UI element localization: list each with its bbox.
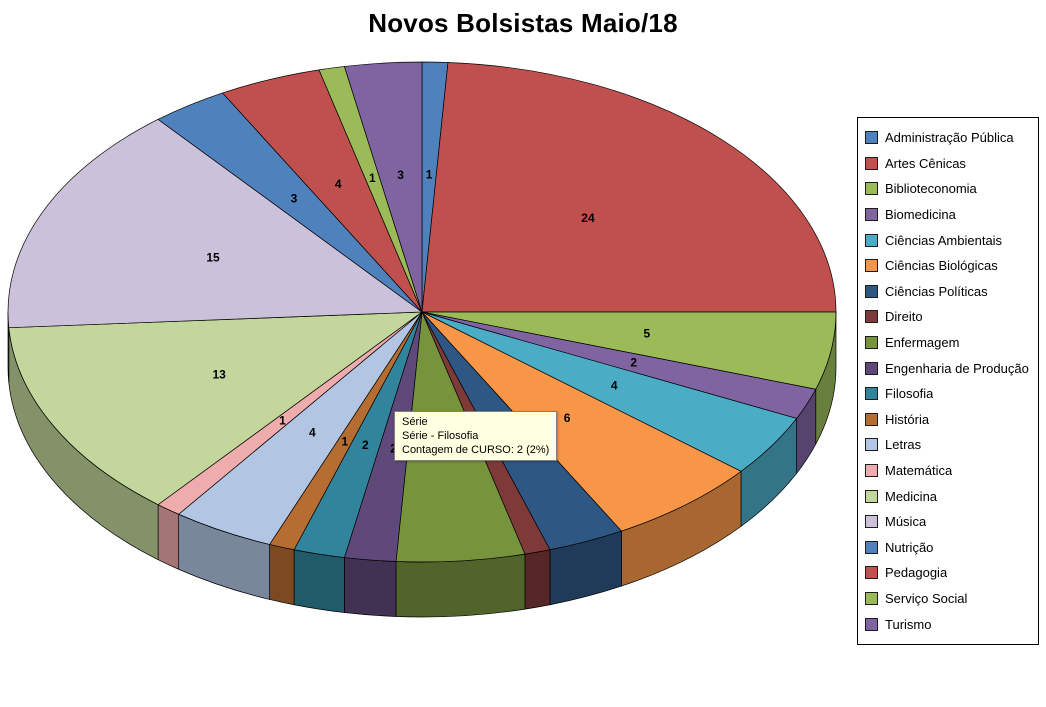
legend-color-swatch	[865, 233, 878, 247]
legend-item-label: Nutrição	[885, 539, 934, 555]
legend-color-swatch	[865, 387, 878, 401]
slice-value-label: 2	[362, 438, 369, 452]
pie-slice-side-engenharia-de-producao	[344, 557, 397, 617]
legend-item-filosofia[interactable]: Filosofia	[865, 381, 1033, 407]
legend-item-label: Biomedicina	[885, 207, 956, 223]
legend-item-label: Ciências Políticas	[885, 283, 988, 299]
legend-item-label: Enfermagem	[885, 335, 960, 351]
slice-value-label: 24	[581, 211, 595, 225]
legend-color-swatch	[865, 182, 878, 196]
chart-title: Novos Bolsistas Maio/18	[368, 8, 678, 38]
legend-item-label: Música	[885, 514, 927, 530]
legend-color-swatch	[865, 566, 878, 580]
legend-item-servico-social[interactable]: Serviço Social	[865, 586, 1033, 612]
legend-item-biblioteconomia[interactable]: Biblioteconomia	[865, 176, 1033, 202]
legend-item-biomedicina[interactable]: Biomedicina	[865, 202, 1033, 228]
slice-value-label: 1	[426, 168, 433, 182]
legend-item-administracao-publica[interactable]: Administração Pública	[865, 125, 1033, 151]
legend-color-swatch	[865, 540, 878, 554]
legend-item-turismo[interactable]: Turismo	[865, 611, 1033, 637]
slice-value-label: 1	[342, 434, 349, 448]
legend-item-label: História	[885, 411, 930, 427]
legend-item-label: Serviço Social	[885, 590, 968, 606]
legend-color-swatch	[865, 156, 878, 170]
slice-value-label: 1	[369, 171, 376, 185]
pie-slice-musica[interactable]	[7, 119, 423, 329]
pie-slice-artes-cenicas[interactable]	[421, 62, 837, 313]
legend-item-label: Pedagogia	[885, 565, 948, 581]
pie-slice-side-historia	[269, 544, 295, 606]
legend-color-swatch	[865, 131, 878, 145]
legend-item-letras[interactable]: Letras	[865, 432, 1033, 458]
legend-item-label: Letras	[885, 437, 922, 453]
slice-value-label: 1	[279, 414, 286, 428]
pie-slice-turismo[interactable]	[344, 61, 423, 313]
slice-value-label: 15	[206, 250, 220, 264]
tooltip-series-line: Série	[402, 416, 428, 428]
legend-item-label: Artes Cênicas	[885, 155, 966, 171]
pie-slice-side-filosofia	[293, 549, 345, 613]
legend-item-direito[interactable]: Direito	[865, 304, 1033, 330]
legend-color-swatch	[865, 284, 878, 298]
pie-slice-side-direito	[524, 549, 551, 610]
slice-value-label: 4	[335, 177, 342, 191]
legend-item-label: Administração Pública	[885, 130, 1014, 146]
legend-item-ciencias-politicas[interactable]: Ciências Políticas	[865, 279, 1033, 305]
legend-item-pedagogia[interactable]: Pedagogia	[865, 560, 1033, 586]
legend-item-historia[interactable]: História	[865, 407, 1033, 433]
legend-color-swatch	[865, 464, 878, 478]
slice-value-label: 2	[390, 441, 397, 455]
legend-item-label: Biblioteconomia	[885, 181, 977, 197]
legend-item-label: Engenharia de Produção	[885, 360, 1029, 376]
legend-item-label: Turismo	[885, 616, 932, 632]
legend-color-swatch	[865, 617, 878, 631]
legend-color-swatch	[865, 591, 878, 605]
legend-color-swatch	[865, 361, 878, 375]
legend-color-swatch	[865, 336, 878, 350]
legend-item-musica[interactable]: Música	[865, 509, 1033, 535]
legend-color-swatch	[865, 259, 878, 273]
legend-item-label: Medicina	[885, 488, 938, 504]
legend-item-matematica[interactable]: Matemática	[865, 458, 1033, 484]
pie-slice-ciencias-biologicas[interactable]	[421, 311, 742, 532]
slice-value-label: 3	[291, 191, 298, 205]
slice-value-label: 4	[309, 425, 316, 439]
legend-item-label: Ciências Ambientais	[885, 232, 1003, 248]
pie-slice-medicina[interactable]	[8, 311, 423, 505]
slice-value-label: 2	[630, 356, 637, 370]
slice-value-label: 13	[212, 367, 226, 381]
pie-slice-side-matematica	[157, 504, 180, 570]
legend-item-ciencias-ambientais[interactable]: Ciências Ambientais	[865, 227, 1033, 253]
legend-item-ciencias-biologicas[interactable]: Ciências Biológicas	[865, 253, 1033, 279]
slice-value-label: 4	[611, 379, 618, 393]
slice-value-label: 5	[644, 327, 651, 341]
legend-item-medicina[interactable]: Medicina	[865, 483, 1033, 509]
legend-item-label: Ciências Biológicas	[885, 258, 998, 274]
slice-value-label: 3	[397, 168, 404, 182]
slice-value-label: 6	[564, 411, 571, 425]
legend-color-swatch	[865, 208, 878, 222]
legend-item-artes-cenicas[interactable]: Artes Cênicas	[865, 151, 1033, 177]
tooltip-point-line: Série - Filosofia	[402, 430, 479, 442]
tooltip-value-line: Contagem de CURSO: 2 (2%)	[402, 444, 550, 456]
data-tooltip: Série Série - Filosofia Contagem de CURS…	[394, 411, 558, 461]
legend-item-engenharia-de-producao[interactable]: Engenharia de Produção	[865, 355, 1033, 381]
legend-item-nutricao[interactable]: Nutrição	[865, 535, 1033, 561]
legend-color-swatch	[865, 310, 878, 324]
legend-item-label: Filosofia	[885, 386, 934, 402]
legend-color-swatch	[865, 438, 878, 452]
legend-color-swatch	[865, 412, 878, 426]
chart-legend: Administração Pública Artes Cênicas Biblio…	[857, 117, 1039, 645]
legend-item-enfermagem[interactable]: Enfermagem	[865, 330, 1033, 356]
pie-slice-side-enfermagem	[395, 553, 526, 618]
legend-color-swatch	[865, 489, 878, 503]
legend-item-label: Direito	[885, 309, 923, 325]
legend-item-label: Matemática	[885, 463, 953, 479]
legend-color-swatch	[865, 515, 878, 529]
